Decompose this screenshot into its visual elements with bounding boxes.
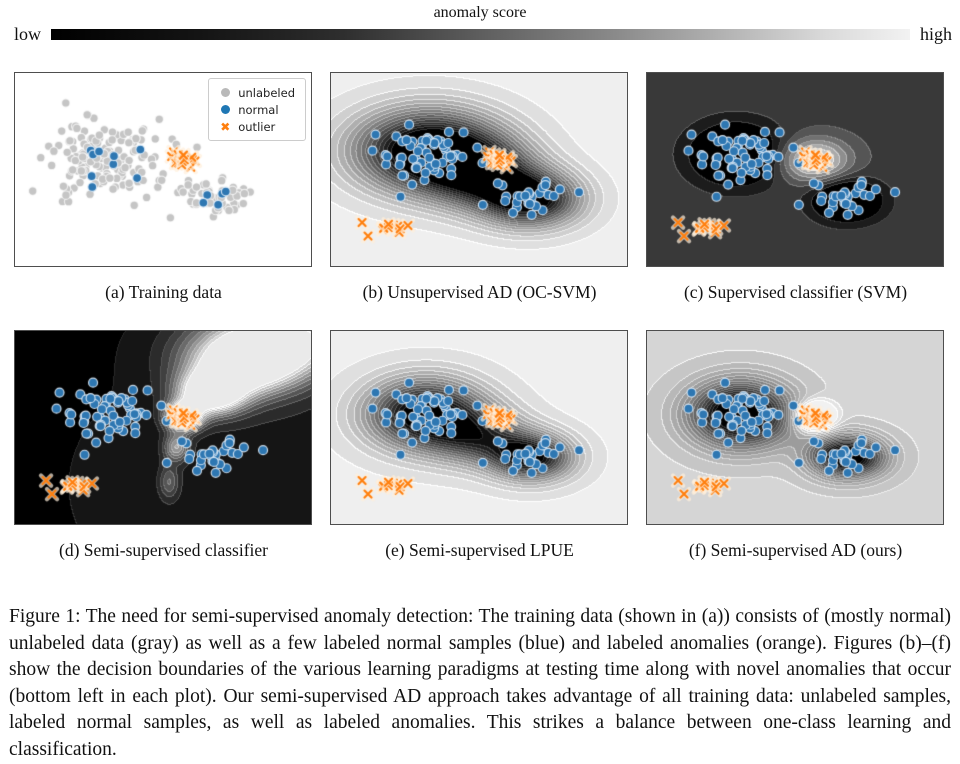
legend: unlabeled normal ✖ outlier (208, 78, 306, 141)
panel-f-plot (647, 331, 943, 524)
figure-cell-d: (d) Semi-supervised classifier (14, 330, 313, 588)
figure-cell-a: unlabeled normal ✖ outlier (a) Training dat… (14, 72, 313, 330)
figure-cell-e: (e) Semi-supervised LPUE (330, 330, 629, 588)
panel-a: unlabeled normal ✖ outlier (14, 72, 312, 267)
panel-d-caption: (d) Semi-supervised classifier (59, 540, 268, 560)
colorbar-gradient (51, 28, 910, 40)
panel-c (646, 72, 944, 267)
legend-item-outlier: ✖ outlier (217, 118, 295, 135)
panel-d (14, 330, 312, 525)
legend-label: normal (238, 102, 279, 117)
panel-c-caption: (c) Supervised classifier (SVM) (683, 282, 908, 302)
colorbar-high-label: high (919, 24, 952, 44)
outlier-marker-icon: ✖ (220, 119, 231, 134)
normal-marker-icon (217, 105, 233, 114)
panel-b (330, 72, 628, 267)
panel-d-plot (15, 331, 311, 524)
panel-b-caption: (b) Unsupervised AD (OC-SVM) (362, 282, 597, 302)
figure-cell-c: (c) Supervised classifier (SVM) (646, 72, 945, 330)
panel-a-caption: (a) Training data (105, 282, 222, 302)
panel-e-caption: (e) Semi-supervised LPUE (385, 540, 574, 560)
figure-cell-b: (b) Unsupervised AD (OC-SVM) (330, 72, 629, 330)
panel-e (330, 330, 628, 525)
legend-item-normal: normal (217, 101, 295, 118)
colorbar-title: anomaly score (433, 4, 527, 21)
figure-caption: Figure 1: The need for semi-supervised a… (9, 606, 951, 760)
colorbar: anomaly score low high (0, 0, 960, 43)
panel-e-plot (331, 331, 627, 524)
legend-label: outlier (238, 119, 276, 134)
figure-cell-f: (f) Semi-supervised AD (ours) (646, 330, 945, 588)
figure-grid: unlabeled normal ✖ outlier (a) Training dat… (0, 72, 960, 588)
unlabeled-marker-icon (217, 88, 233, 97)
legend-item-unlabeled: unlabeled (217, 84, 295, 101)
panel-f-caption: (f) Semi-supervised AD (ours) (688, 540, 903, 560)
panel-f (646, 330, 944, 525)
colorbar-low-label: low (14, 24, 41, 44)
panel-b-plot (331, 73, 627, 266)
legend-label: unlabeled (238, 85, 295, 100)
panel-c-plot (647, 73, 943, 266)
